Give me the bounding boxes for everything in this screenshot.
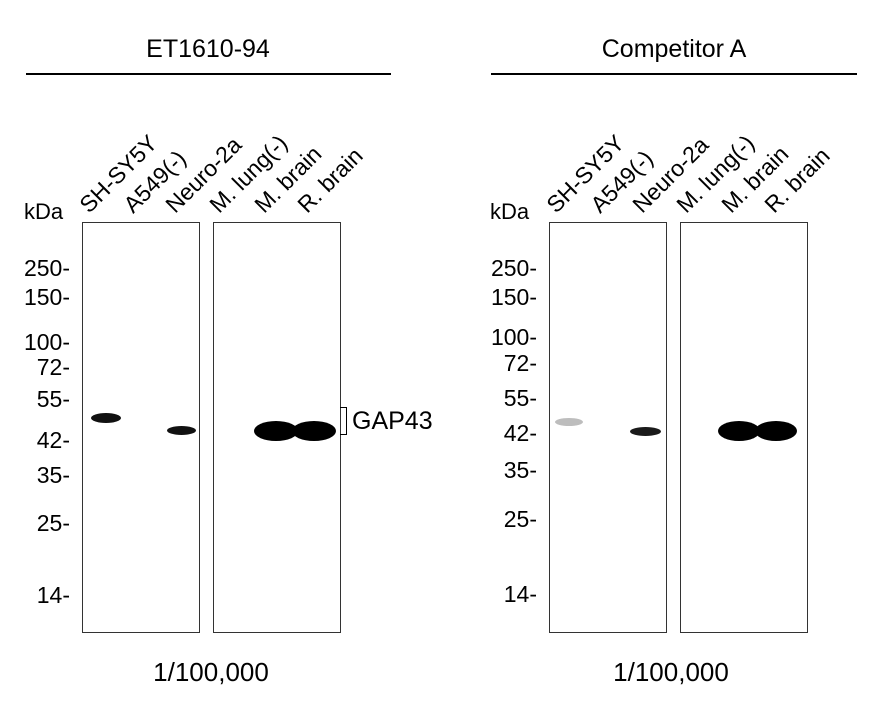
left-blot-title: ET1610-94 bbox=[146, 35, 270, 63]
right-marker-14: 14- bbox=[503, 581, 537, 607]
right-dilution: 1/100,000 bbox=[613, 657, 729, 687]
left-marker-100: 100- bbox=[23, 329, 70, 355]
right-marker-35: 35- bbox=[503, 457, 537, 483]
left-band-r-brain bbox=[292, 421, 336, 441]
left-band-neuro-2a bbox=[167, 426, 196, 435]
left-marker-72: 72- bbox=[36, 354, 70, 380]
right-kda-label: kDa bbox=[490, 199, 530, 224]
left-marker-14: 14- bbox=[36, 582, 70, 608]
left-membrane-1 bbox=[82, 222, 200, 633]
left-band-m-brain bbox=[254, 421, 298, 441]
right-blot-title: Competitor A bbox=[601, 35, 747, 63]
right-band-sh-sy5y bbox=[555, 418, 583, 426]
left-kda-label: kDa bbox=[24, 199, 64, 224]
left-marker-55: 55- bbox=[36, 386, 70, 412]
right-marker-150: 150- bbox=[490, 284, 537, 310]
right-marker-42: 42- bbox=[503, 420, 537, 446]
right-membrane-1 bbox=[549, 222, 667, 633]
left-membrane-2 bbox=[213, 222, 341, 633]
right-marker-72: 72- bbox=[503, 350, 537, 376]
right-band-m-brain bbox=[718, 421, 760, 441]
right-band-r-brain bbox=[755, 421, 797, 441]
left-title-rule bbox=[26, 73, 391, 75]
left-marker-250: 250- bbox=[23, 255, 70, 281]
left-marker-35: 35- bbox=[36, 462, 70, 488]
left-dilution: 1/100,000 bbox=[153, 657, 269, 687]
gap43-bracket bbox=[340, 407, 347, 435]
right-title-rule bbox=[491, 73, 857, 75]
right-band-neuro-2a bbox=[630, 427, 661, 436]
left-marker-42: 42- bbox=[36, 427, 70, 453]
left-marker-25: 25- bbox=[36, 510, 70, 536]
right-marker-25: 25- bbox=[503, 506, 537, 532]
right-marker-250: 250- bbox=[490, 255, 537, 281]
right-membrane-2 bbox=[680, 222, 808, 633]
left-band-sh-sy5y bbox=[91, 413, 121, 423]
left-marker-150: 150- bbox=[23, 284, 70, 310]
gap43-label: GAP43 bbox=[352, 407, 433, 435]
right-marker-55: 55- bbox=[503, 385, 537, 411]
right-marker-100: 100- bbox=[490, 324, 537, 350]
